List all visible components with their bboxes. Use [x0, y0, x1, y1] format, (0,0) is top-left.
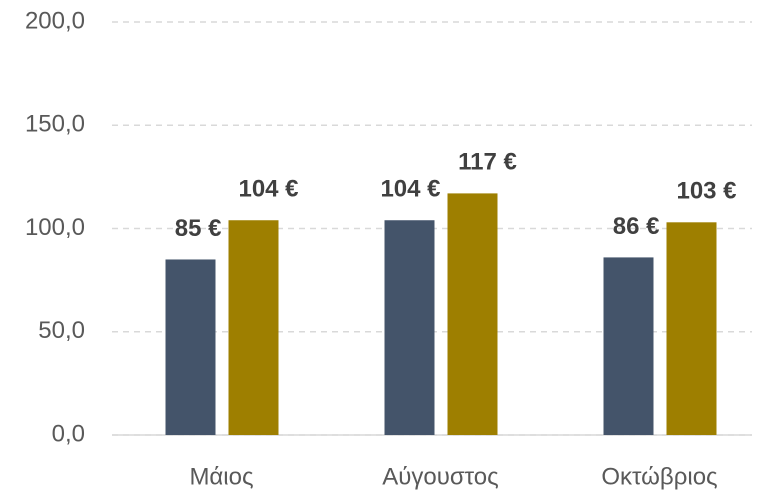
y-tick-label: 150,0 — [25, 111, 85, 138]
bar — [228, 220, 279, 435]
bar — [603, 257, 654, 435]
x-tick-label: Αύγουστος — [382, 463, 498, 490]
y-tick-label: 100,0 — [25, 214, 85, 241]
value-label: 85 € — [175, 215, 222, 242]
bar — [666, 222, 717, 435]
value-label: 117 € — [458, 149, 517, 176]
value-label: 104 € — [380, 176, 440, 203]
value-label: 104 € — [238, 176, 298, 203]
y-tick-label: 50,0 — [38, 317, 85, 344]
x-tick-label: Οκτώβριος — [601, 463, 717, 490]
bar — [165, 259, 216, 435]
y-tick-label: 200,0 — [25, 7, 85, 34]
x-tick-label: Μάιος — [189, 463, 253, 490]
value-label: 86 € — [613, 213, 660, 240]
bar — [384, 220, 435, 435]
bar — [447, 193, 498, 435]
value-label: 103 € — [676, 178, 736, 205]
y-tick-label: 0,0 — [52, 420, 85, 447]
